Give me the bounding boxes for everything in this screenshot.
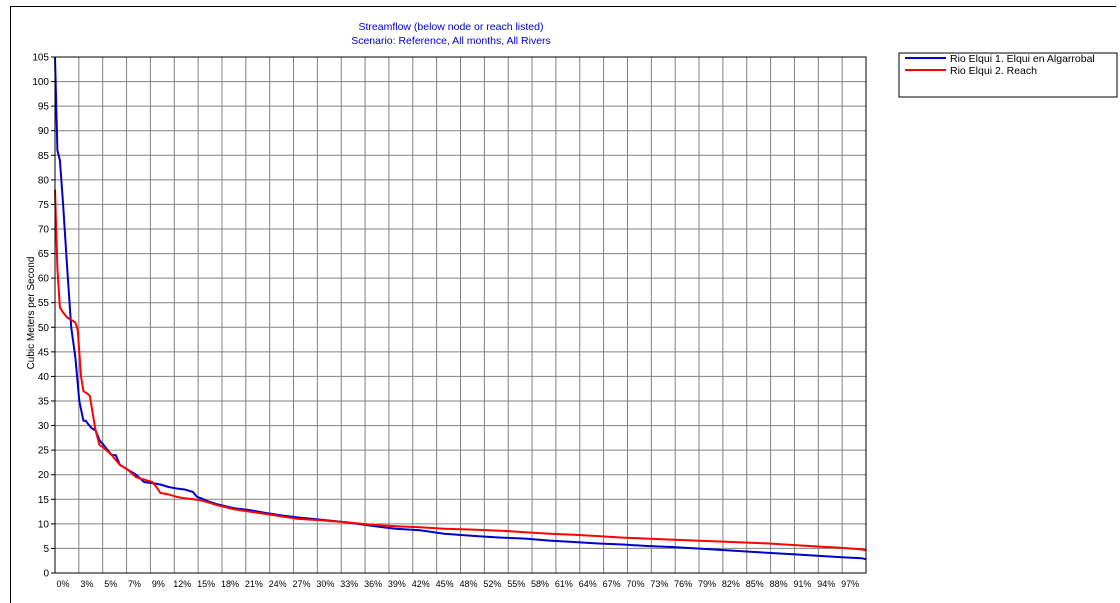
y-tick-label: 15: [38, 495, 50, 506]
y-tick-label: 75: [38, 200, 50, 211]
x-tick-label: 88%: [770, 579, 788, 589]
y-tick-label: 95: [38, 102, 50, 113]
chart-subtitle: Scenario: Reference, All months, All Riv…: [351, 35, 551, 47]
x-tick-label: 5%: [104, 579, 117, 589]
y-tick-label: 5: [43, 544, 49, 555]
x-tick-label: 58%: [531, 579, 549, 589]
x-tick-label: 33%: [340, 579, 358, 589]
x-tick-label: 55%: [507, 579, 525, 589]
y-tick-label: 55: [38, 298, 50, 309]
x-tick-label: 79%: [698, 579, 716, 589]
y-tick-label: 90: [38, 126, 50, 137]
y-tick-label: 60: [38, 274, 50, 285]
x-tick-label: 61%: [555, 579, 573, 589]
x-tick-label: 52%: [483, 579, 501, 589]
x-tick-label: 24%: [269, 579, 287, 589]
y-tick-label: 25: [38, 446, 50, 457]
x-tick-label: 42%: [412, 579, 430, 589]
x-tick-label: 9%: [152, 579, 165, 589]
x-tick-label: 45%: [436, 579, 454, 589]
x-tick-label: 70%: [626, 579, 644, 589]
y-tick-label: 105: [32, 53, 49, 64]
y-tick-label: 45: [38, 347, 50, 358]
x-tick-label: 82%: [722, 579, 740, 589]
y-tick-label: 85: [38, 151, 50, 162]
x-tick-label: 94%: [817, 579, 835, 589]
y-axis-label: Cubic Meters per Second: [26, 257, 37, 370]
x-tick-label: 18%: [221, 579, 239, 589]
x-tick-label: 12%: [173, 579, 191, 589]
x-tick-label: 39%: [388, 579, 406, 589]
y-tick-label: 30: [38, 421, 50, 432]
x-tick-label: 21%: [245, 579, 263, 589]
x-tick-label: 85%: [746, 579, 764, 589]
legend-label-series-2: Rio Elqui 2. Reach: [950, 65, 1037, 77]
x-tick-label: 48%: [459, 579, 477, 589]
x-tick-label: 27%: [293, 579, 311, 589]
legend: Rio Elqui 1. Elqui en Algarrobal Rio Elq…: [898, 52, 1118, 98]
x-tick-label: 3%: [80, 579, 93, 589]
x-tick-label: 76%: [674, 579, 692, 589]
x-tick-label: 30%: [316, 579, 334, 589]
x-tick-label: 15%: [197, 579, 215, 589]
legend-label-series-1: Rio Elqui 1. Elqui en Algarrobal: [950, 53, 1095, 65]
x-tick-label: 97%: [841, 579, 859, 589]
chart-title: Streamflow (below node or reach listed): [358, 21, 543, 33]
y-tick-label: 80: [38, 175, 50, 186]
grid: [54, 56, 867, 574]
plot-area-border: [54, 56, 867, 574]
x-tick-label: 0%: [56, 579, 69, 589]
x-tick-label: 91%: [793, 579, 811, 589]
series-lines: [54, 56, 867, 561]
x-tick-label: 73%: [650, 579, 668, 589]
x-tick-label: 36%: [364, 579, 382, 589]
y-tick-label: 40: [38, 372, 50, 383]
y-tick-label: 35: [38, 397, 50, 408]
legend-box: [898, 52, 1118, 98]
y-tick-label: 20: [38, 470, 50, 481]
y-tick-label: 100: [32, 77, 49, 88]
y-axis-ticks: 0 5 10 15 20 25 30 35 40 45 50 55 60 65 70 75 80 85 90 95 10…: [32, 53, 55, 580]
x-tick-label: 67%: [603, 579, 621, 589]
x-axis-ticks: 0% 3% 5% 7% 9% 12% 15% 18% 21% 24% 27% 30% 33% 36% 39%…: [56, 579, 859, 589]
y-tick-label: 0: [43, 569, 49, 580]
x-tick-label: 7%: [128, 579, 141, 589]
y-tick-label: 50: [38, 323, 50, 334]
x-tick-label: 64%: [579, 579, 597, 589]
y-tick-label: 70: [38, 225, 50, 236]
y-tick-label: 10: [38, 519, 50, 530]
y-tick-label: 65: [38, 249, 50, 260]
series-line-2: [54, 189, 867, 552]
chart-frame: [10, 6, 1116, 603]
